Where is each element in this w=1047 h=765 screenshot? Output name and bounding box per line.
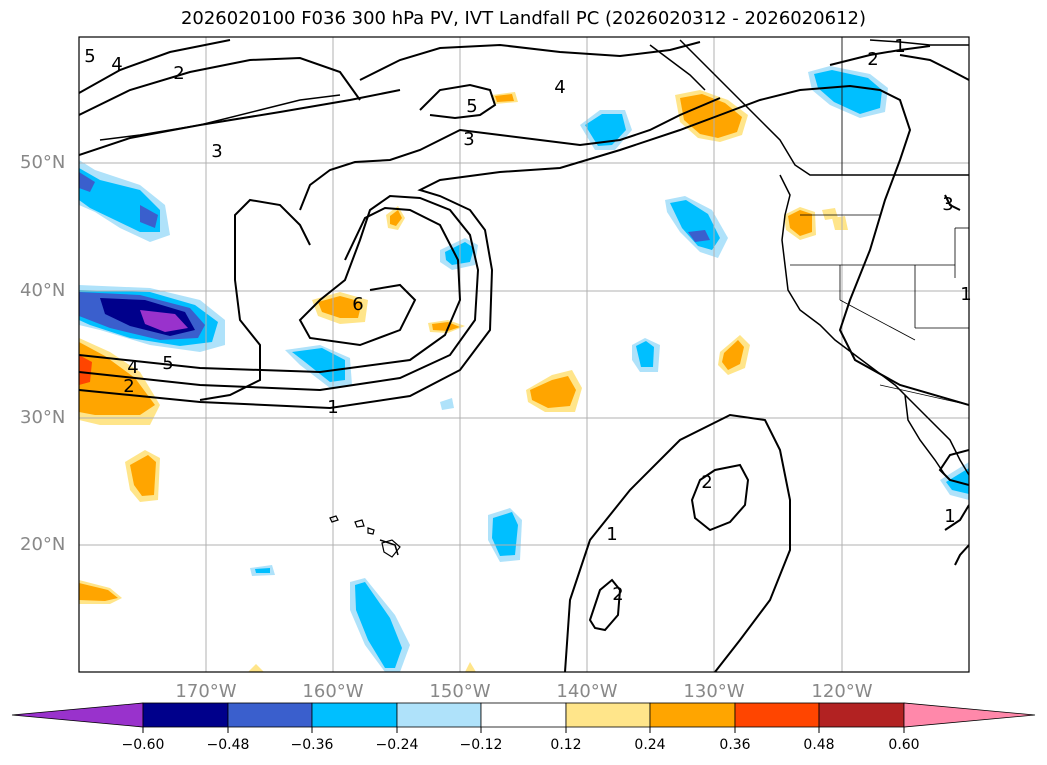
lat-label-20n: 20°N bbox=[20, 534, 66, 555]
colorbar-tick-label: 0.48 bbox=[803, 737, 835, 753]
hawaii-islands bbox=[329, 515, 401, 558]
gridlines bbox=[79, 37, 969, 672]
lon-label-140w: 140°W bbox=[556, 681, 618, 702]
colorbar-extend-max bbox=[903, 702, 1036, 728]
pv-contours bbox=[79, 39, 969, 672]
colorbar-tick-label: −0.60 bbox=[121, 737, 165, 753]
contour-label: 2 bbox=[701, 472, 712, 493]
contour-label: 3 bbox=[463, 129, 474, 150]
plot-area bbox=[79, 37, 969, 672]
lat-label-50n: 50°N bbox=[20, 152, 66, 173]
plot-frame bbox=[78, 36, 970, 673]
contour-label: 5 bbox=[84, 46, 95, 67]
colorbar-extend-min bbox=[11, 702, 144, 728]
contour-label: 6 bbox=[352, 294, 363, 315]
contour-label: 2 bbox=[123, 376, 134, 397]
contour-label: 1 bbox=[327, 397, 338, 418]
colorbar-tick-label: 0.12 bbox=[550, 737, 582, 753]
contour-label: 1 bbox=[960, 284, 971, 305]
contour-label: 3 bbox=[211, 141, 222, 162]
lon-label-130w: 130°W bbox=[683, 681, 745, 702]
colorbar-tick-label: −0.12 bbox=[459, 737, 503, 753]
contour-label: 1 bbox=[606, 524, 617, 545]
lon-label-160w: 160°W bbox=[302, 681, 364, 702]
contour-label: 4 bbox=[111, 54, 122, 75]
contour-label: 2 bbox=[173, 63, 184, 84]
map-title: 2026020100 F036 300 hPa PV, IVT Landfall… bbox=[180, 8, 867, 29]
contour-label: 4 bbox=[554, 77, 565, 98]
contour-label: 5 bbox=[162, 353, 173, 374]
contour-label: 5 bbox=[466, 96, 477, 117]
colorbar-tick-label: −0.48 bbox=[206, 737, 250, 753]
colorbar-tick-label: 0.24 bbox=[634, 737, 666, 753]
colorbar-tick-label: −0.36 bbox=[290, 737, 334, 753]
lon-label-170w: 170°W bbox=[175, 681, 237, 702]
contour-label: 1 bbox=[894, 36, 905, 57]
contour-label: 2 bbox=[612, 584, 623, 605]
lat-label-40n: 40°N bbox=[20, 280, 66, 301]
contour-label: 3 bbox=[942, 194, 953, 215]
contour-labels: 5 4 2 3 5 3 4 6 5 4 2 1 2 1 2 1 2 1 3 1 bbox=[84, 36, 971, 605]
lon-label-150w: 150°W bbox=[429, 681, 491, 702]
colorbar-tick-label: 0.36 bbox=[719, 737, 751, 753]
lat-label-30n: 30°N bbox=[20, 407, 66, 428]
coastlines bbox=[99, 39, 969, 556]
contour-label: 4 bbox=[127, 357, 138, 378]
contour-label: 2 bbox=[867, 49, 878, 70]
contour-label: 1 bbox=[944, 506, 955, 527]
lon-label-120w: 120°W bbox=[811, 681, 873, 702]
colorbar-tick-label: 0.60 bbox=[888, 737, 920, 753]
colorbar-tick-label: −0.24 bbox=[375, 737, 419, 753]
colorbar bbox=[11, 702, 1036, 733]
